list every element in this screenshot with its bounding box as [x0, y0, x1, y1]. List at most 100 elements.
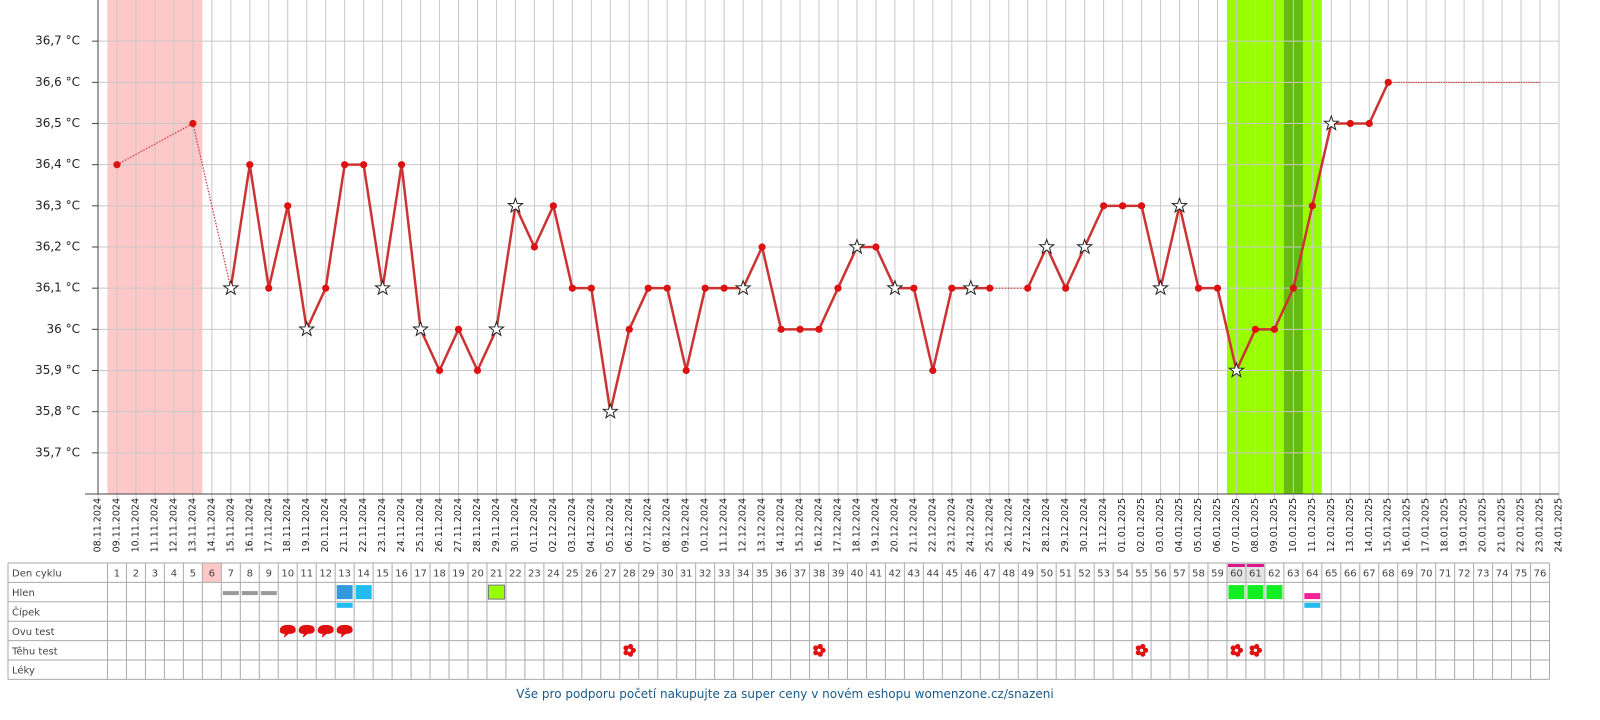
x-tick-label: 12.12.2024 — [738, 498, 749, 552]
cycle-day: 6 — [209, 569, 215, 580]
x-tick-label: 30.11.2024 — [510, 498, 521, 552]
y-tick-label: 36,3 °C — [35, 198, 80, 212]
x-tick-label: 15.12.2024 — [795, 498, 806, 552]
cycle-day: 14 — [357, 569, 370, 580]
x-tick-label: 24.12.2024 — [965, 498, 976, 552]
x-tick-label: 03.12.2024 — [567, 498, 578, 552]
x-tick-label: 17.11.2024 — [263, 498, 274, 552]
x-tick-label: 12.01.2025 — [1326, 498, 1337, 552]
pregnancy-test — [813, 650, 819, 656]
point — [1137, 202, 1146, 210]
cycle-day: 2 — [133, 569, 139, 580]
cycle-day: 46 — [964, 569, 977, 580]
cycle-day: 1 — [114, 569, 120, 580]
cycle-day: 7 — [228, 569, 234, 580]
cycle-day: 11 — [300, 569, 313, 580]
x-tick-label: 16.01.2025 — [1402, 498, 1413, 552]
x-tick-label: 10.12.2024 — [700, 498, 711, 552]
pregnancy-test — [627, 651, 634, 657]
x-tick-label: 15.11.2024 — [225, 498, 236, 552]
x-tick-label: 08.01.2025 — [1250, 498, 1261, 552]
cycle-day: 55 — [1135, 569, 1148, 580]
mucus-mark — [241, 591, 258, 596]
point — [720, 284, 728, 292]
y-tick-label: 36,1 °C — [35, 281, 80, 295]
cycle-day: 49 — [1021, 569, 1034, 580]
cycle-day: 18 — [433, 569, 446, 580]
star-point — [374, 279, 392, 296]
ovu-test — [317, 624, 334, 638]
x-tick-label: 13.01.2025 — [1345, 498, 1356, 552]
mark-bar — [1304, 602, 1321, 608]
peak-bar — [1246, 564, 1264, 567]
cycle-day: 41 — [870, 569, 883, 580]
cycle-day: 48 — [1002, 569, 1015, 580]
cycle-day: 19 — [452, 569, 465, 580]
cycle-day: 28 — [623, 569, 636, 580]
pregnancy-test — [1256, 647, 1263, 653]
point — [872, 243, 880, 251]
ovu-test — [298, 624, 315, 638]
pregnancy-test — [627, 648, 631, 652]
point — [948, 284, 956, 292]
point — [815, 325, 823, 333]
x-tick-label: 20.11.2024 — [320, 498, 331, 552]
point — [834, 284, 842, 292]
point — [397, 161, 406, 169]
x-tick-label: 29.11.2024 — [491, 498, 502, 552]
y-tick-label: 35,7 °C — [35, 445, 80, 459]
star-point — [886, 279, 904, 296]
x-tick-label: 27.11.2024 — [453, 498, 464, 552]
y-tick-label: 36 °C — [47, 322, 80, 336]
star-point — [411, 320, 430, 337]
cycle-day: 56 — [1154, 569, 1167, 580]
cycle-day: 71 — [1439, 569, 1452, 580]
pregnancy-test — [627, 643, 634, 650]
mark-bar — [1304, 593, 1321, 600]
cycle-day: 61 — [1249, 569, 1262, 580]
point — [929, 366, 937, 375]
x-tick-label: 04.01.2025 — [1174, 498, 1185, 552]
x-tick-label: 10.01.2025 — [1288, 498, 1299, 552]
pregnancy-test — [1249, 650, 1255, 656]
point — [777, 325, 785, 333]
point — [473, 366, 482, 375]
cycle-day: 17 — [414, 569, 427, 580]
mucus-mark — [336, 585, 353, 600]
cycle-day: 45 — [945, 569, 958, 580]
x-tick-label: 27.12.2024 — [1022, 498, 1033, 552]
cycle-day: 68 — [1382, 569, 1395, 580]
x-tick-label: 26.11.2024 — [434, 498, 445, 552]
peak-day — [1245, 563, 1265, 583]
point — [435, 366, 444, 375]
point — [663, 284, 671, 292]
x-tick-label: 05.12.2024 — [605, 498, 616, 552]
ovu-test — [279, 624, 296, 638]
star-point — [506, 196, 525, 214]
pregnancy-test — [1142, 647, 1149, 653]
gap-connector — [192, 123, 232, 289]
x-tick-label: 18.11.2024 — [282, 498, 293, 552]
x-tick-label: 21.01.2025 — [1497, 498, 1508, 552]
x-tick-label: 23.01.2025 — [1535, 498, 1546, 552]
cycle-day: 57 — [1173, 569, 1186, 580]
x-tick-label: 28.11.2024 — [472, 498, 483, 552]
point — [1062, 284, 1070, 292]
pregnancy-test — [1237, 647, 1244, 653]
mucus-mark — [1247, 585, 1264, 600]
cycle-day: 40 — [851, 569, 864, 580]
pregnancy-test — [623, 645, 629, 651]
y-tick-label: 35,9 °C — [35, 363, 80, 377]
x-tick-label: 08.12.2024 — [662, 498, 673, 552]
point — [796, 325, 804, 333]
x-tick-label: 04.12.2024 — [586, 498, 597, 552]
cycle-table: 1 2 3 4 5 6 7 8 9 10 11 12 13 14 15 16 17 18 19 20 21 22 23 24 2… — [7, 562, 1551, 680]
cycle-day: 30 — [661, 569, 674, 580]
x-tick-label: 20.01.2025 — [1478, 498, 1489, 552]
footer-link[interactable]: Vše pro podporu početí nakupujte za supe… — [516, 687, 1053, 701]
cycle-day: 53 — [1097, 569, 1110, 580]
pregnancy-test — [1140, 648, 1143, 652]
x-tick-label: 14.11.2024 — [206, 498, 217, 552]
x-tick-label: 07.12.2024 — [643, 498, 654, 552]
